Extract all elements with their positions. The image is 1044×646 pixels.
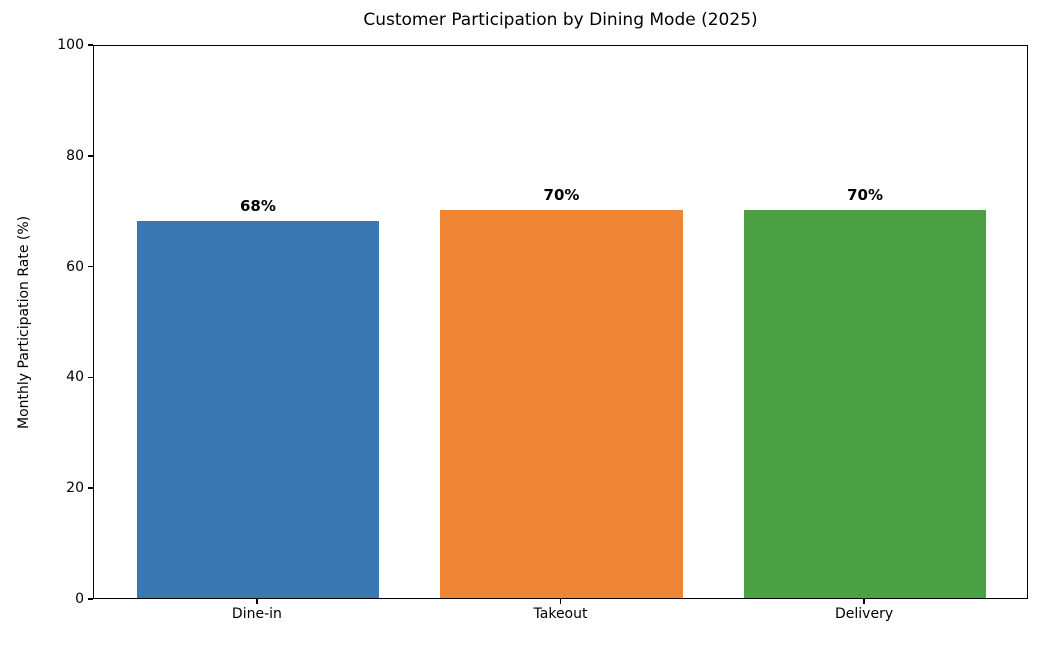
plot-area: 68% 70% 70% xyxy=(93,45,1028,599)
bar-dine-in xyxy=(136,221,380,598)
x-tick-mark xyxy=(256,599,258,604)
y-tick-mark xyxy=(88,265,93,268)
y-tick-mark xyxy=(88,44,93,46)
bar-delivery xyxy=(743,210,987,598)
y-tick-label: 100 xyxy=(57,37,84,53)
y-tick-mark xyxy=(88,487,93,489)
y-tick-mark xyxy=(88,155,93,157)
y-tick-mark xyxy=(88,376,93,379)
y-tick-mark xyxy=(88,598,93,600)
x-tick-mark xyxy=(559,599,562,604)
bar-takeout xyxy=(440,210,683,598)
y-tick-label: 80 xyxy=(66,147,84,164)
y-tick-label: 0 xyxy=(75,591,84,607)
bar-value-label: 68% xyxy=(239,197,276,216)
chart-title: Customer Participation by Dining Mode (2… xyxy=(363,10,758,30)
bar-value-label: 70% xyxy=(847,186,884,205)
y-tick-label: 40 xyxy=(66,369,84,386)
y-tick-label: 20 xyxy=(66,480,84,497)
x-tick-label: Dine-in xyxy=(231,606,282,622)
y-axis-label: Monthly Participation Rate (%) xyxy=(16,215,32,429)
bar-value-label: 70% xyxy=(543,186,580,205)
x-tick-label: Takeout xyxy=(533,606,588,622)
y-tick-label: 60 xyxy=(66,258,84,275)
x-tick-mark xyxy=(863,599,865,604)
x-tick-label: Delivery xyxy=(835,606,894,622)
